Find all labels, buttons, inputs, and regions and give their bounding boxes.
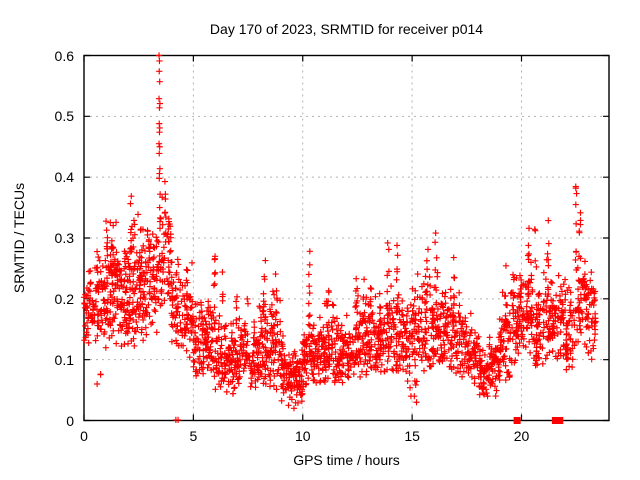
y-tick-label: 0.5 <box>54 108 74 125</box>
x-tick-label: 20 <box>513 428 530 444</box>
x-axis-label: GPS time / hours <box>293 452 400 468</box>
y-tick-label: 0.1 <box>54 351 74 368</box>
chart-title: Day 170 of 2023, SRMTID for receiver p01… <box>209 21 484 37</box>
x-tick-label: 0 <box>80 428 88 444</box>
y-tick-label: 0.4 <box>54 169 74 186</box>
y-tick-label: 0.6 <box>54 47 74 64</box>
x-tick-label: 15 <box>404 428 420 444</box>
x-tick-label: 5 <box>189 428 198 444</box>
x-tick-label: 10 <box>294 428 311 444</box>
y-tick-label: 0.2 <box>54 290 74 307</box>
y-tick-label: 0 <box>66 412 74 429</box>
y-tick-label: 0.3 <box>54 230 74 246</box>
